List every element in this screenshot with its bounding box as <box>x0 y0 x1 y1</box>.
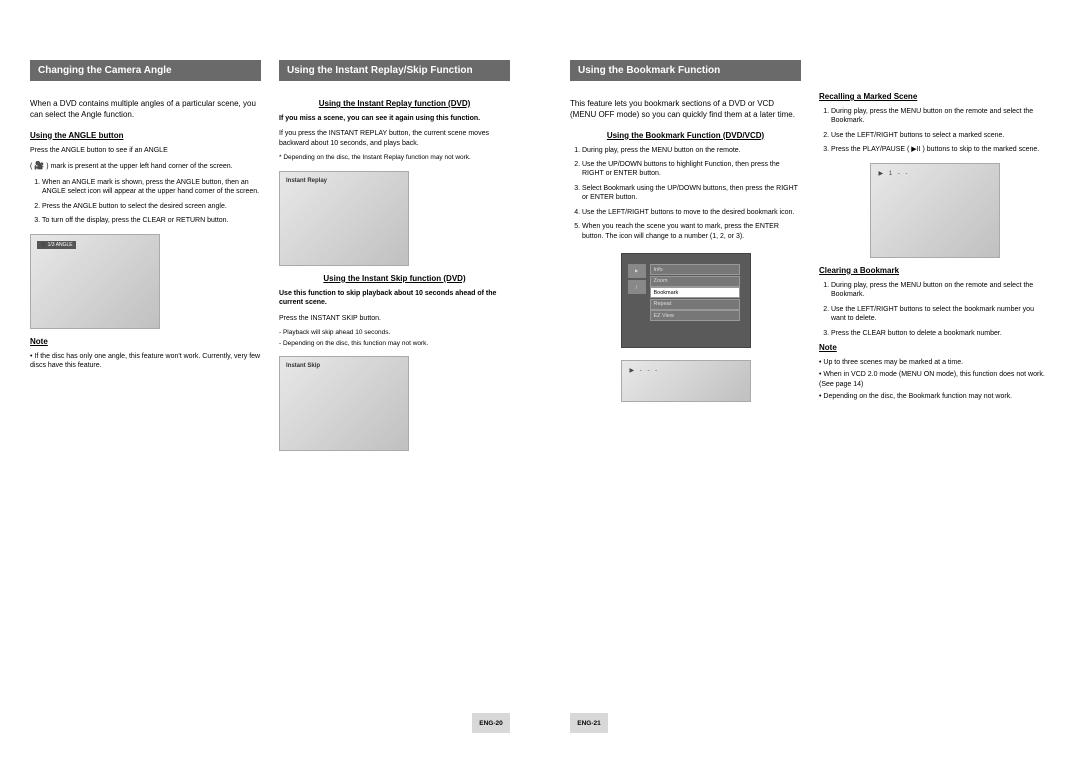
menu-item: Repeat <box>650 299 740 310</box>
menu-side-icon: ▶ <box>628 264 646 278</box>
left-col1: Changing the Camera Angle When a DVD con… <box>30 60 261 459</box>
recall-step: During play, press the MENU button on th… <box>831 107 1050 126</box>
clear-step: Use the LEFT/RIGHT buttons to select the… <box>831 305 1050 324</box>
bookmark-note: When in VCD 2.0 mode (MENU ON mode), thi… <box>819 370 1050 389</box>
right-col2: Recalling a Marked Scene During play, pr… <box>819 60 1050 410</box>
header-camera-angle: Changing the Camera Angle <box>30 60 261 81</box>
clear-steps: During play, press the MENU button on th… <box>819 281 1050 338</box>
recall-steps: During play, press the MENU button on th… <box>819 107 1050 155</box>
left-page: Changing the Camera Angle When a DVD con… <box>0 0 540 763</box>
page-num-right: ENG-21 <box>570 713 608 733</box>
recall-step: Press the PLAY/PAUSE ( ▶II ) buttons to … <box>831 145 1050 154</box>
camera-icon: 🎥 <box>34 161 44 172</box>
skip-bold: Use this function to skip playback about… <box>279 289 510 308</box>
bookmark-note: Up to three scenes may be marked at a ti… <box>819 358 1050 367</box>
bookmark-step: When you reach the scene you want to mar… <box>582 222 801 241</box>
press-angle: Press the ANGLE button to see if an ANGL… <box>30 146 261 155</box>
note-heading-r: Note <box>819 343 1050 352</box>
angle-note: If the disc has only one angle, this fea… <box>30 352 261 371</box>
bookmark-step: During play, press the MENU button on th… <box>582 146 801 155</box>
skip-dash2: - Depending on the disc, this function m… <box>279 340 510 348</box>
bookmark-step: Use the UP/DOWN buttons to highlight Fun… <box>582 160 801 179</box>
header-replay-skip: Using the Instant Replay/Skip Function <box>279 60 510 81</box>
menu-item: Zoom <box>650 276 740 287</box>
sub-recall: Recalling a Marked Scene <box>819 92 1050 101</box>
bookmark-intro: This feature lets you bookmark sections … <box>570 99 801 121</box>
angle-step: To turn off the display, press the CLEAR… <box>42 216 261 225</box>
angle-screen-thumb: 🎥 1/3 ANGLE <box>30 234 160 329</box>
angle-steps: When an ANGLE mark is shown, press the A… <box>30 178 261 226</box>
sub-bookmark-fn: Using the Bookmark Function (DVD/VCD) <box>570 131 801 140</box>
menu-item-selected: Bookmark <box>650 287 740 298</box>
clear-step: During play, press the MENU button on th… <box>831 281 1050 300</box>
sub-clear: Clearing a Bookmark <box>819 266 1050 275</box>
right-page: Using the Bookmark Function This feature… <box>540 0 1080 763</box>
skip-thumb-label: Instant Skip <box>286 363 320 369</box>
replay-bold: If you miss a scene, you can see it agai… <box>279 114 510 123</box>
sub-angle-button: Using the ANGLE button <box>30 131 261 140</box>
bookmark-step: Select Bookmark using the UP/DOWN button… <box>582 184 801 203</box>
page-num-left: ENG-20 <box>472 713 510 733</box>
intro-camera: When a DVD contains multiple angles of a… <box>30 99 261 121</box>
menu-thumb: ▶ ƒ Info Zoom Bookmark Repeat EZ View <box>621 253 751 348</box>
menu-items: Info Zoom Bookmark Repeat EZ View <box>650 264 740 322</box>
left-col2: Using the Instant Replay/Skip Function U… <box>279 60 510 459</box>
skip-thumb: Instant Skip <box>279 356 409 451</box>
replay-thumb-label: Instant Replay <box>286 178 327 184</box>
bookmark-row: ▶ 1 - - <box>879 170 910 177</box>
recall-step: Use the LEFT/RIGHT buttons to select a m… <box>831 131 1050 140</box>
bookmark-empty-thumb: ▶ - - - <box>621 360 751 402</box>
replay-body: If you press the INSTANT REPLAY button, … <box>279 129 510 148</box>
bookmark-notes: Up to three scenes may be marked at a ti… <box>819 358 1050 402</box>
header-bookmark: Using the Bookmark Function <box>570 60 801 81</box>
cam-line: ( 🎥 ) mark is present at the upper left … <box>30 161 261 172</box>
sub-instant-replay: Using the Instant Replay function (DVD) <box>279 99 510 108</box>
menu-side-icon: ƒ <box>628 280 646 294</box>
note-heading: Note <box>30 337 261 346</box>
menu-item: EZ View <box>650 310 740 321</box>
replay-thumb: Instant Replay <box>279 171 409 266</box>
angle-notes: If the disc has only one angle, this fea… <box>30 352 261 371</box>
angle-step: When an ANGLE mark is shown, press the A… <box>42 178 261 197</box>
skip-body: Press the INSTANT SKIP button. <box>279 314 510 323</box>
sub-instant-skip: Using the Instant Skip function (DVD) <box>279 274 510 283</box>
bookmark-steps: During play, press the MENU button on th… <box>570 146 801 242</box>
bookmark-step: Use the LEFT/RIGHT buttons to move to th… <box>582 208 801 217</box>
menu-item: Info <box>650 264 740 275</box>
skip-dash1: - Playback will skip ahead 10 seconds. <box>279 329 510 337</box>
recall-thumb: ▶ 1 - - <box>870 163 1000 258</box>
angle-thumb-label: 🎥 1/3 ANGLE <box>37 241 76 249</box>
right-col1: Using the Bookmark Function This feature… <box>570 60 801 410</box>
bookmark-note: Depending on the disc, the Bookmark func… <box>819 392 1050 401</box>
angle-step: Press the ANGLE button to select the des… <box>42 202 261 211</box>
clear-step: Press the CLEAR button to delete a bookm… <box>831 329 1050 338</box>
bookmark-row: ▶ - - - <box>630 367 660 374</box>
replay-star: * Depending on the disc, the Instant Rep… <box>279 154 510 162</box>
page-spread: Changing the Camera Angle When a DVD con… <box>0 0 1080 763</box>
